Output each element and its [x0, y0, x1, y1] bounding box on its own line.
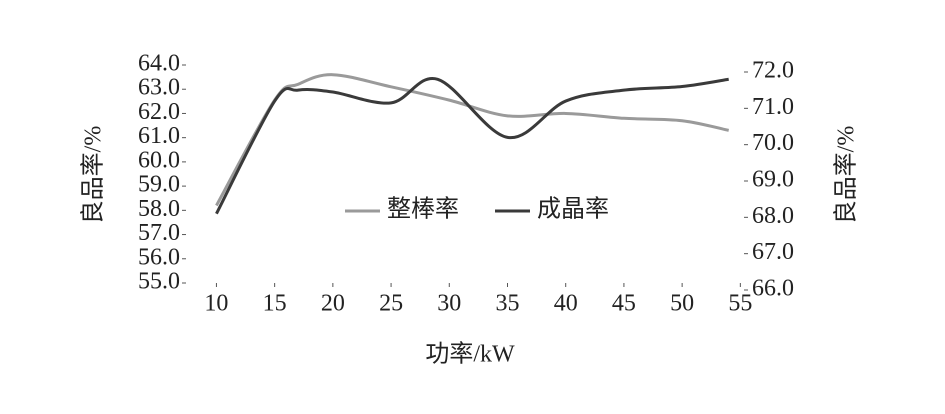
x-tick-label: 50 [670, 291, 694, 317]
y2-tick-label: 71.0 [752, 94, 794, 120]
y-tick-label: 62.0 [138, 99, 180, 125]
x-axis-label: 功率/kW [425, 341, 515, 368]
y-tick-label: 64.0 [138, 51, 180, 77]
x-tick-label: 20 [321, 291, 345, 317]
y2-tick-label: 67.0 [752, 239, 794, 265]
y2-axis-label: 良品率/% [833, 126, 860, 225]
x-tick-label: 35 [495, 291, 519, 317]
y-tick-label: 55.0 [138, 269, 180, 295]
x-tick-label: 15 [263, 291, 287, 317]
y-tick-label: 57.0 [138, 220, 180, 246]
y-tick-label: 60.0 [138, 147, 180, 173]
y-tick-label: 61.0 [138, 123, 180, 149]
data-line [215, 73, 730, 207]
y2-tick-label: 72.0 [752, 58, 794, 84]
data-line [215, 77, 729, 215]
y-tick-label: 56.0 [138, 244, 180, 270]
y2-tick-label: 70.0 [752, 130, 794, 156]
y-tick-label: 63.0 [138, 75, 180, 101]
x-tick-label: 25 [379, 291, 403, 317]
x-tick-label: 30 [437, 291, 461, 317]
y-axis-label: 良品率/% [80, 126, 107, 225]
x-tick-label: 55 [728, 291, 752, 317]
legend-label: 成晶率 [537, 196, 609, 223]
y2-tick-label: 69.0 [752, 167, 794, 193]
y-tick-label: 59.0 [138, 172, 180, 198]
y2-tick-label: 68.0 [752, 203, 794, 229]
x-tick-label: 45 [612, 291, 636, 317]
x-tick-label: 40 [554, 291, 578, 317]
x-tick-label: 10 [204, 291, 228, 317]
y-tick-label: 58.0 [138, 196, 180, 222]
legend-label: 整棒率 [387, 196, 459, 223]
y2-tick-label: 66.0 [752, 276, 794, 302]
